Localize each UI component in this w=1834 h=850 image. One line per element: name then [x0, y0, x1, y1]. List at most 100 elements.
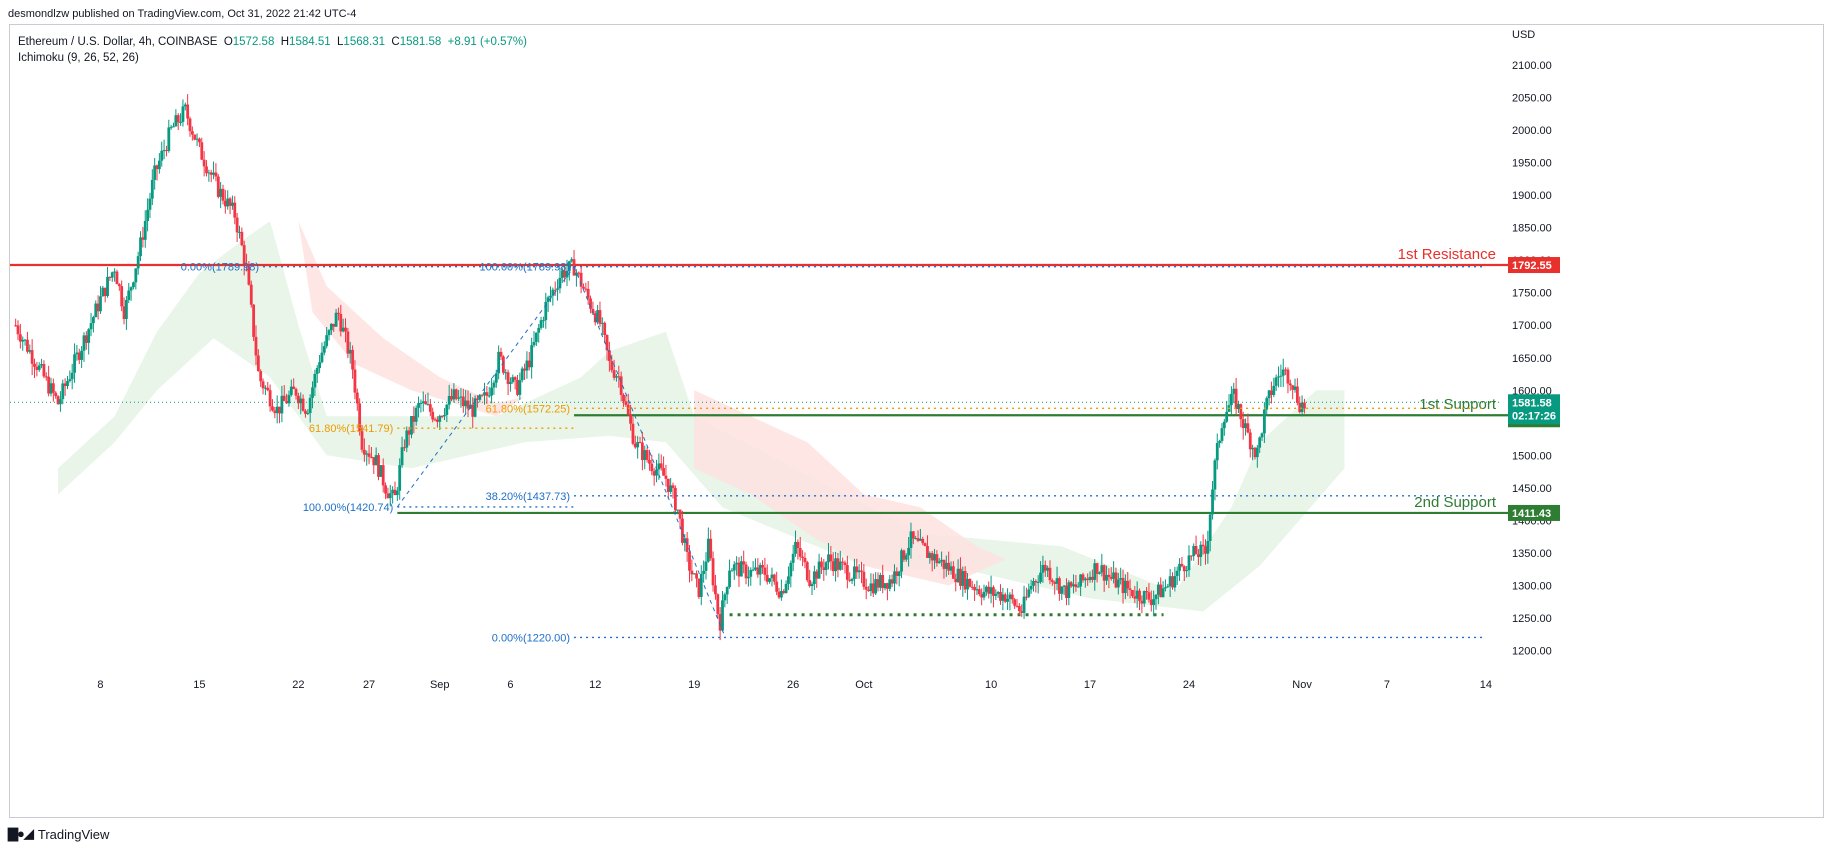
level-price-tag-bg — [1508, 257, 1560, 274]
candle-body — [252, 304, 256, 337]
candle-body — [23, 339, 27, 341]
candle-body — [452, 389, 456, 400]
candle-body — [1286, 369, 1290, 384]
candle-body — [370, 456, 373, 458]
candle-body — [235, 217, 239, 233]
candle-body — [1081, 574, 1085, 581]
candle-body — [973, 587, 976, 591]
candle-body — [532, 341, 536, 346]
candle-body — [513, 377, 517, 380]
tradingview-logo[interactable]: ▇●◢ TradingView — [8, 826, 109, 842]
candle-body — [1218, 440, 1222, 443]
level-price-tag-bg — [1508, 504, 1560, 521]
candle-body — [1029, 585, 1033, 590]
candle-body — [1182, 566, 1186, 572]
candle-body — [1206, 540, 1210, 554]
candle-body — [850, 578, 854, 581]
ichimoku-cloud-layer — [58, 221, 1345, 612]
candle-body — [1121, 577, 1125, 594]
time-axis-tick: 12 — [589, 679, 601, 691]
candle-body — [386, 493, 390, 499]
candle-body — [247, 266, 251, 285]
candle-body — [721, 600, 724, 631]
candle-body — [202, 159, 206, 167]
price-axis[interactable]: USD 2100.00 2050.00 2000.00 1950.00 1900.00 18… — [1512, 29, 1552, 657]
candle-body — [763, 567, 767, 575]
candle-body — [200, 142, 204, 160]
candle-body — [424, 401, 428, 405]
candle-body — [209, 172, 213, 175]
candle-body — [487, 395, 491, 397]
candle-body — [421, 401, 425, 403]
candle-body — [160, 150, 164, 161]
candle-body — [249, 284, 253, 305]
candle-body — [690, 570, 694, 575]
candle-body — [1187, 555, 1191, 571]
candle-body — [758, 564, 762, 575]
candle-body — [181, 106, 185, 122]
candle-body — [28, 350, 32, 352]
price-axis-tick: 1700.00 — [1512, 320, 1552, 332]
candle-body — [179, 121, 182, 123]
candle-body — [770, 574, 774, 579]
price-axis-tick: 1300.00 — [1512, 580, 1552, 592]
candle-body — [70, 372, 74, 380]
candle-body — [688, 551, 691, 571]
candle-body — [1291, 385, 1295, 390]
candle-body — [827, 554, 830, 563]
candle-body — [1251, 447, 1255, 450]
candle-body — [902, 550, 906, 560]
candle-body — [944, 562, 948, 569]
candle-body — [596, 310, 600, 323]
candle-body — [544, 301, 548, 321]
candle-body — [431, 411, 435, 420]
candle-body — [1178, 563, 1181, 571]
candle-body — [14, 325, 18, 327]
candle-body — [570, 259, 574, 262]
candle-body — [59, 399, 62, 405]
candle-body — [888, 579, 892, 589]
candle-body — [186, 104, 190, 119]
candle-body — [1277, 376, 1280, 378]
candle-body — [1211, 489, 1214, 515]
candle-body — [155, 165, 159, 170]
legend-symbol[interactable]: Ethereum / U.S. Dollar, 4h, COINBASE — [18, 36, 218, 48]
candle-body — [1022, 596, 1026, 613]
candle-body — [966, 578, 969, 590]
candle-body — [148, 198, 152, 210]
candle-body — [143, 220, 147, 240]
candle-body — [669, 485, 673, 492]
candle-body — [1067, 582, 1071, 599]
candle-body — [801, 556, 804, 558]
candle-body — [1076, 586, 1080, 588]
candle-body — [381, 465, 385, 486]
candle-body — [122, 306, 126, 320]
candle-body — [914, 538, 918, 540]
candle-body — [586, 288, 590, 299]
candle-body — [1145, 591, 1148, 593]
candle-body — [1109, 576, 1113, 579]
candle-body — [923, 543, 927, 547]
candle-body — [956, 568, 960, 583]
candle-body — [287, 394, 291, 404]
candle-body — [1288, 383, 1292, 386]
candle-body — [714, 585, 717, 595]
candle-body — [577, 272, 581, 274]
candle-body — [497, 351, 501, 374]
time-axis[interactable]: 8 15 22 27 Sep 6 12 19 26 Oct 10 17 24 Nov 7 14 — [97, 679, 1492, 691]
candle-body — [341, 327, 345, 332]
candle-body — [96, 303, 100, 312]
candle-body — [30, 350, 34, 364]
price-axis-tick: 2000.00 — [1512, 125, 1552, 137]
candle-body — [534, 332, 538, 342]
price-axis-tick: 1350.00 — [1512, 548, 1552, 560]
candle-body — [918, 538, 922, 541]
legend-indicator[interactable]: Ichimoku (9, 26, 52, 26) — [18, 52, 139, 64]
candle-body — [492, 382, 496, 388]
candle-body — [403, 447, 406, 449]
candle-body — [933, 554, 936, 561]
candle-body — [1215, 442, 1219, 461]
candle-body — [205, 166, 208, 174]
candle-body — [301, 398, 305, 411]
